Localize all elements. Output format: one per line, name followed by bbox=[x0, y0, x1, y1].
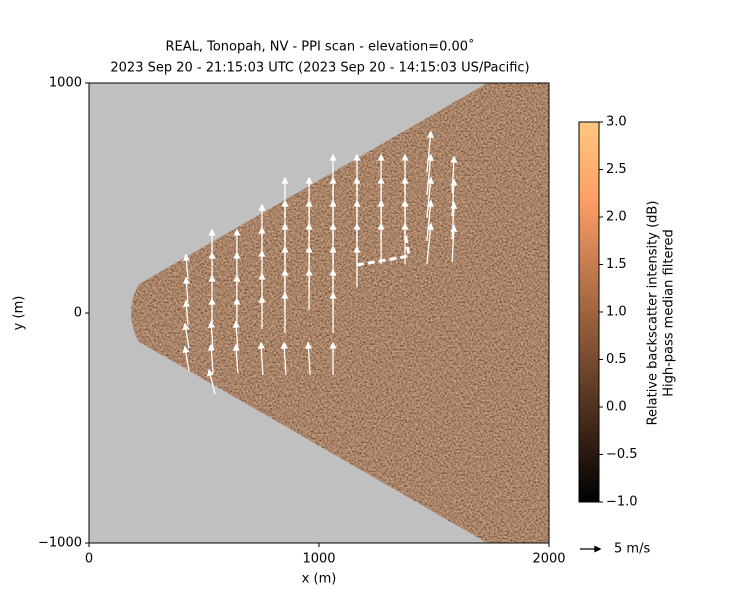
wind-vector bbox=[304, 341, 313, 376]
wind-vector bbox=[281, 291, 289, 333]
y-axis-label: y (m) bbox=[12, 296, 27, 331]
y-tick-label: −1000 bbox=[38, 536, 82, 551]
colorbar-tick-label: 2.5 bbox=[606, 162, 627, 177]
x-axis-label: x (m) bbox=[302, 572, 337, 587]
wind-vector bbox=[207, 343, 215, 374]
x-tick-label: 2000 bbox=[532, 552, 565, 567]
wind-vector bbox=[377, 222, 385, 264]
wind-vector bbox=[207, 320, 215, 351]
wind-vector bbox=[232, 320, 240, 351]
colorbar-tick-label: 1.5 bbox=[606, 257, 627, 272]
y-tick-label: 1000 bbox=[49, 76, 82, 91]
colorbar-tick-label: 0.5 bbox=[606, 352, 627, 367]
colorbar-tick-label: −1.0 bbox=[606, 495, 638, 510]
wind-vector bbox=[182, 322, 190, 349]
quiver-key-label: 5 m/s bbox=[614, 542, 650, 557]
wind-vector bbox=[450, 201, 458, 240]
wind-vector bbox=[280, 341, 288, 376]
x-tick-label: 0 bbox=[85, 552, 93, 567]
chart-title: REAL, Tonopah, NV - PPI scan - elevation… bbox=[165, 39, 474, 55]
wind-vector bbox=[206, 368, 216, 395]
wind-vector bbox=[329, 341, 337, 375]
wind-vector bbox=[305, 268, 313, 310]
wind-vector bbox=[258, 295, 266, 329]
vector-field bbox=[182, 130, 458, 395]
wind-vector bbox=[450, 155, 458, 194]
colorbar-tick-label: 2.0 bbox=[606, 210, 627, 225]
annotation-line bbox=[356, 231, 411, 267]
wind-vector bbox=[426, 153, 434, 196]
wind-vector bbox=[353, 245, 361, 287]
colorbar-tick-label: 0.0 bbox=[606, 400, 627, 415]
wind-vector bbox=[426, 176, 434, 219]
colorbar-label: Relative backscatter intensity (dB) bbox=[646, 201, 661, 426]
wind-vector bbox=[182, 253, 190, 280]
colorbar-tick-label: −0.5 bbox=[606, 447, 638, 462]
wind-vector bbox=[182, 345, 190, 372]
wind-vector bbox=[426, 130, 434, 173]
wind-vector bbox=[426, 222, 434, 265]
colorbar-tick-label: 1.0 bbox=[606, 305, 627, 320]
wind-vector bbox=[182, 276, 190, 303]
wind-vector bbox=[329, 291, 337, 333]
chart-subtitle: 2023 Sep 20 - 21:15:03 UTC (2023 Sep 20 … bbox=[110, 61, 529, 76]
wind-vector bbox=[426, 199, 434, 242]
wind-vector bbox=[257, 341, 265, 376]
x-tick-label: 1000 bbox=[302, 552, 335, 567]
colorbar-tick-label: 3.0 bbox=[606, 115, 627, 130]
colorbar bbox=[578, 121, 600, 503]
wind-vector bbox=[450, 178, 458, 217]
y-tick-label: 0 bbox=[74, 306, 82, 321]
quiver-key bbox=[580, 545, 602, 553]
wind-vector bbox=[182, 299, 190, 326]
wind-vector bbox=[232, 343, 240, 374]
wind-vector bbox=[450, 224, 458, 263]
colorbar-label: High-pass median filtered bbox=[662, 229, 677, 397]
